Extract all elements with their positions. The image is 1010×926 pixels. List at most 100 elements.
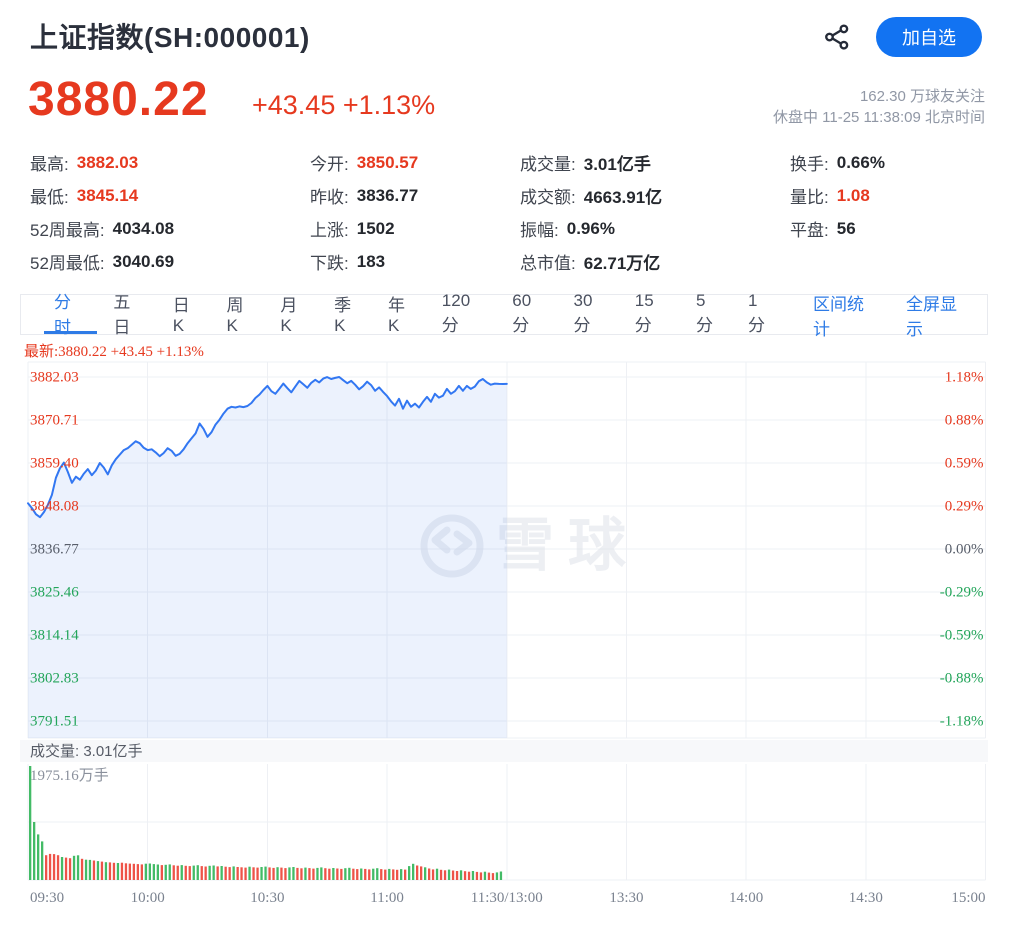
change-value: +43.45 (252, 90, 336, 120)
pct-axis-label: -0.88% (940, 670, 984, 686)
stat-value: 3850.57 (356, 152, 419, 172)
stat-value: 4663.91亿 (583, 188, 663, 207)
pct-axis-label: -1.18% (940, 713, 984, 729)
pct-axis-label: -0.29% (940, 584, 984, 600)
tab-1分[interactable]: 1分 (748, 290, 766, 335)
tab-季K[interactable]: 季K (334, 295, 352, 335)
stat-cell: 今开: 3850.57 (310, 146, 520, 179)
volume-bars (29, 766, 503, 880)
tab-15分[interactable]: 15分 (634, 290, 654, 335)
pct-axis-label: 0.59% (945, 455, 984, 471)
time-axis-label: 09:30 (30, 890, 64, 906)
pct-axis-label: -0.59% (940, 627, 984, 643)
stat-label: 振幅: (520, 221, 559, 240)
tab-分时[interactable]: 分时 (44, 293, 98, 337)
stat-label: 成交量: (520, 155, 576, 174)
price-axis-label: 3825.46 (30, 584, 79, 600)
time-axis-label: 10:30 (250, 890, 284, 906)
volume-header-band (20, 740, 988, 762)
time-axis-label: 10:00 (131, 890, 165, 906)
stat-value: 56 (836, 218, 856, 238)
stat-cell: 振幅: 0.96% (520, 212, 790, 245)
stat-cell: 最低: 3845.14 (30, 179, 310, 212)
period-tabs: 分时 五日 日K 周K 月K 季K 年K 120分 60分 30分 15分 5分 1分 (21, 290, 787, 337)
chart-tool-link[interactable]: 全屏显示 (905, 294, 957, 339)
latest-quote-line: 最新:3880.22 +43.45 +1.13% (24, 344, 204, 360)
stat-cell: 52周最高: 4034.08 (30, 212, 310, 245)
stat-label: 上涨: (310, 221, 349, 240)
tab-30分[interactable]: 30分 (573, 290, 593, 335)
snowball-watermark: 雪球 (420, 513, 640, 578)
followers-count: 162.30 万球友关注 (859, 88, 985, 105)
stat-value: 4034.08 (112, 218, 175, 238)
price-axis-label: 3814.14 (30, 627, 79, 643)
quote-stats-grid: 最高: 3882.03 今开: 3850.57 成交量: 3.01亿手 换手: 0.66% 最低… (30, 146, 986, 278)
gridlines (27, 361, 986, 881)
stat-value: 3882.03 (76, 152, 139, 172)
add-watchlist-button[interactable]: 加自选 (876, 17, 982, 57)
stat-cell: 总市值: 62.71万亿 (520, 245, 790, 278)
stat-cell: 成交额: 4663.91亿 (520, 179, 790, 212)
stat-label: 量比: (790, 188, 829, 207)
chart-tools: 区间统计 全屏显示 (787, 295, 987, 339)
stat-cell: 52周最低: 3040.69 (30, 245, 310, 278)
intraday-chart[interactable]: 雪球 3882.03 3870.71 3859.40 3848.08 3836.77 382… (0, 358, 1010, 914)
time-axis-label: 15:00 (951, 890, 985, 906)
time-axis-label: 11:30/13:00 (471, 890, 543, 906)
volume-scale-label: 1975.16万手 (30, 767, 109, 784)
price-axis-label: 3791.51 (30, 713, 79, 729)
stat-value: 1502 (356, 218, 395, 238)
price-line (27, 376, 508, 519)
stat-cell: 平盘: 56 (790, 212, 986, 245)
stat-label: 52周最低: (30, 254, 105, 273)
quote-meta: 162.30 万球友关注 休盘中 11-25 11:38:09 北京时间 (773, 86, 985, 128)
stat-cell: 换手: 0.66% (790, 146, 986, 179)
pct-axis-label: 0.29% (945, 498, 984, 514)
time-axis-label: 13:30 (609, 890, 643, 906)
tab-5分[interactable]: 5分 (696, 290, 714, 335)
stat-value: 3.01亿手 (583, 155, 651, 174)
tab-120分[interactable]: 120分 (441, 290, 471, 335)
stat-cell: 上涨: 1502 (310, 212, 520, 245)
stat-label: 今开: (310, 155, 349, 174)
stat-label: 昨收: (310, 188, 349, 207)
stat-cell: 下跌: 183 (310, 245, 520, 278)
price-axis-label: 3848.08 (30, 498, 79, 514)
chart-tool-link[interactable]: 区间统计 (812, 294, 864, 339)
stat-label: 总市值: (520, 254, 576, 273)
price-change: +43.45 +1.13% (252, 90, 435, 121)
tab-年K[interactable]: 年K (387, 295, 405, 335)
stat-value: 62.71万亿 (583, 254, 661, 273)
svg-text:雪球: 雪球 (496, 513, 640, 578)
market-status: 休盘中 11-25 11:38:09 北京时间 (772, 109, 985, 126)
chart-period-tabbar: 分时 五日 日K 周K 月K 季K 年K 120分 60分 30分 15分 5分 1分 区间统计 全屏显示 (20, 290, 988, 339)
share-icon[interactable] (822, 22, 852, 52)
page-title: 上证指数(SH:000001) (30, 22, 310, 53)
time-axis-label: 11:00 (370, 890, 404, 906)
tab-日K[interactable]: 日K (172, 295, 190, 335)
current-price: 3880.22 (28, 73, 209, 126)
stat-cell: 量比: 1.08 (790, 179, 986, 212)
stat-label: 下跌: (310, 254, 349, 273)
stat-label: 52周最高: (30, 221, 105, 240)
stat-label: 平盘: (790, 221, 829, 240)
tab-五日[interactable]: 五日 (113, 293, 131, 337)
stat-value: 3845.14 (76, 185, 139, 205)
stat-value: 3836.77 (356, 185, 419, 205)
pct-axis-label: 0.88% (945, 412, 984, 428)
stat-value: 0.96% (566, 218, 615, 238)
share-nodes-icon (825, 24, 849, 50)
stat-label: 最高: (30, 155, 69, 174)
price-axis-label: 3882.03 (30, 369, 79, 385)
stat-cell: 最高: 3882.03 (30, 146, 310, 179)
stat-value: 1.08 (836, 185, 870, 205)
tab-60分[interactable]: 60分 (512, 290, 532, 335)
pct-axis-label: 0.00% (945, 541, 984, 557)
stat-value: 0.66% (836, 152, 885, 172)
time-axis-label: 14:00 (729, 890, 763, 906)
stat-value: 183 (356, 251, 386, 271)
stat-cell: 昨收: 3836.77 (310, 179, 520, 212)
intraday-chart-svg[interactable]: 雪球 3882.03 3870.71 3859.40 3848.08 3836.77 382… (0, 358, 1010, 914)
tab-周K[interactable]: 周K (226, 295, 244, 335)
tab-月K[interactable]: 月K (280, 295, 298, 335)
